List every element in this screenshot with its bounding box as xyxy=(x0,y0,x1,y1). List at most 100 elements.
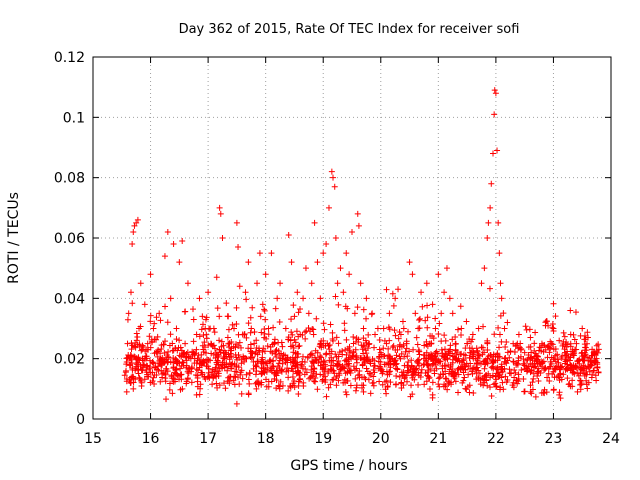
data-point xyxy=(499,379,506,386)
data-point xyxy=(359,346,366,353)
data-point xyxy=(169,340,176,347)
data-point xyxy=(580,367,587,374)
data-point xyxy=(287,343,294,350)
data-point xyxy=(402,374,409,381)
data-point xyxy=(383,377,390,384)
data-point xyxy=(577,386,584,393)
data-point xyxy=(150,374,157,381)
data-point xyxy=(429,394,436,401)
data-point xyxy=(190,316,197,323)
data-point xyxy=(194,378,201,385)
data-point xyxy=(335,353,342,360)
data-point xyxy=(129,373,136,380)
data-point xyxy=(200,349,207,356)
data-point xyxy=(478,344,485,351)
data-point xyxy=(360,382,367,389)
data-point xyxy=(151,320,158,327)
data-point xyxy=(132,365,139,372)
data-point xyxy=(225,326,232,333)
data-point xyxy=(147,271,154,278)
data-point xyxy=(566,380,573,387)
data-point xyxy=(233,304,240,311)
data-point xyxy=(379,368,386,375)
data-point xyxy=(494,364,501,371)
data-point xyxy=(265,383,272,390)
y-axis-ticks: 0 0.02 0.04 0.06 0.08 0.1 0.12 xyxy=(54,50,611,428)
data-point xyxy=(254,280,261,287)
data-point xyxy=(290,380,297,387)
data-point xyxy=(180,362,187,369)
data-point xyxy=(217,210,224,217)
data-point xyxy=(211,329,218,336)
data-point xyxy=(491,331,498,338)
data-point xyxy=(481,365,488,372)
data-point xyxy=(574,369,581,376)
data-point xyxy=(127,351,134,358)
data-point xyxy=(319,377,326,384)
data-point xyxy=(376,346,383,353)
data-point xyxy=(463,386,470,393)
data-point xyxy=(412,310,419,317)
data-point xyxy=(581,336,588,343)
data-point xyxy=(274,368,281,375)
data-point xyxy=(462,352,469,359)
data-point xyxy=(532,393,539,400)
data-point xyxy=(500,386,507,393)
data-point xyxy=(521,388,528,395)
data-point xyxy=(426,374,433,381)
data-point xyxy=(544,374,551,381)
data-point xyxy=(340,365,347,372)
data-point xyxy=(164,319,171,326)
data-point xyxy=(574,388,581,395)
data-point xyxy=(369,380,376,387)
data-point xyxy=(481,265,488,272)
data-point xyxy=(466,382,473,389)
data-point xyxy=(565,353,572,360)
data-point xyxy=(147,369,154,376)
data-point xyxy=(426,385,433,392)
data-point xyxy=(476,359,483,366)
data-point xyxy=(537,370,544,377)
data-point xyxy=(176,259,183,266)
data-point xyxy=(150,359,157,366)
data-point xyxy=(349,228,355,235)
data-point xyxy=(273,353,280,360)
data-point xyxy=(441,346,448,353)
data-point xyxy=(595,369,602,376)
data-point xyxy=(567,343,574,350)
data-point xyxy=(489,363,496,370)
data-point xyxy=(134,356,141,363)
data-point xyxy=(545,342,552,349)
data-point xyxy=(279,382,286,389)
data-point xyxy=(465,363,472,370)
data-point xyxy=(223,300,230,307)
data-point xyxy=(162,371,169,378)
data-point xyxy=(195,352,202,359)
data-point xyxy=(176,337,183,344)
data-point xyxy=(435,271,442,278)
data-point xyxy=(142,348,149,355)
data-point xyxy=(555,363,562,370)
data-point xyxy=(536,344,543,351)
data-point xyxy=(205,365,212,372)
data-point xyxy=(314,259,321,266)
data-point xyxy=(177,386,184,393)
data-point xyxy=(426,340,433,347)
data-point xyxy=(562,352,569,359)
data-point xyxy=(515,357,522,364)
data-point xyxy=(435,331,442,338)
data-point xyxy=(341,320,348,327)
data-point xyxy=(193,331,200,338)
x-tick-label: 22 xyxy=(487,431,505,447)
data-point xyxy=(285,231,292,238)
data-point xyxy=(486,285,493,292)
data-point xyxy=(310,331,317,338)
data-point xyxy=(302,335,309,342)
data-point xyxy=(353,365,360,372)
x-axis-ticks: 15 16 17 18 19 20 21 22 23 24 xyxy=(84,57,620,447)
data-point xyxy=(170,241,177,248)
data-point xyxy=(435,381,442,388)
data-point xyxy=(279,343,286,350)
data-point xyxy=(479,375,486,382)
data-point xyxy=(527,382,534,389)
